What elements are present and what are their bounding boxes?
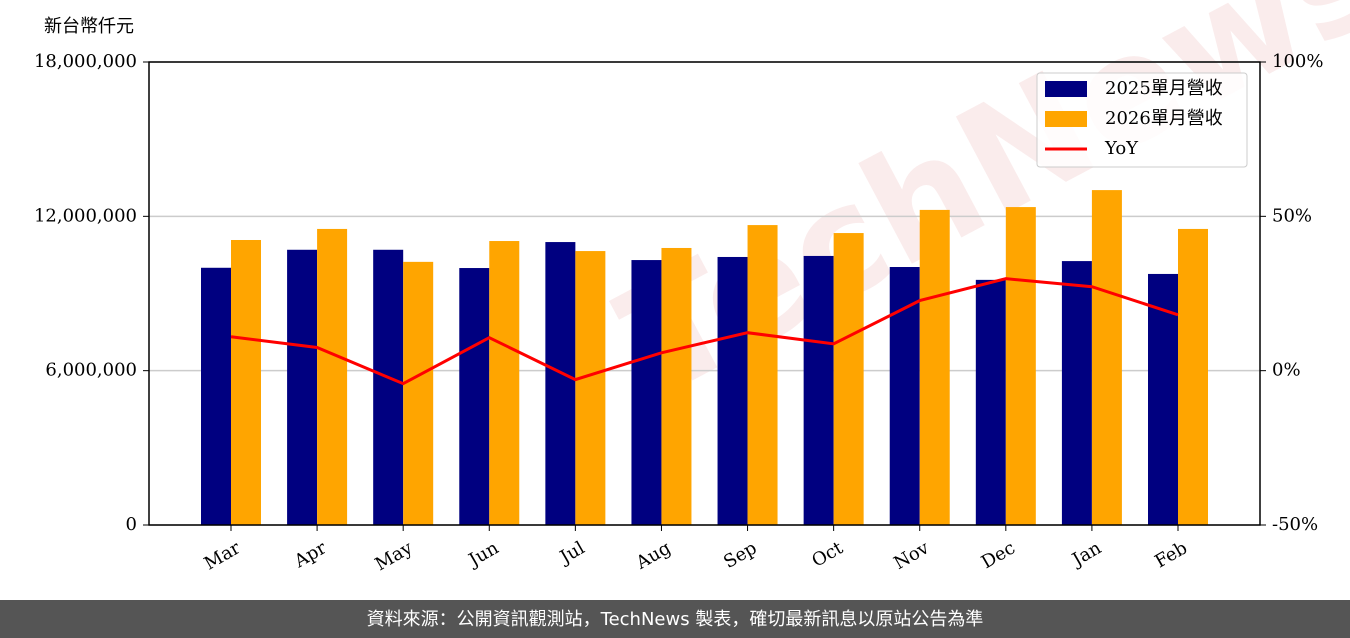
x-tick-label: Jun — [464, 537, 503, 572]
x-tick-label: Apr — [290, 537, 330, 572]
x-tick-label: Jul — [555, 537, 589, 569]
bar — [1148, 273, 1178, 525]
x-tick-label: Feb — [1151, 537, 1191, 572]
x-tick-label: May — [372, 537, 417, 575]
bar — [889, 267, 920, 525]
legend-label: 2025單月營收 — [1105, 78, 1223, 99]
x-tick-label: Mar — [201, 537, 245, 574]
x-tick-label: Oct — [808, 537, 847, 572]
bar — [459, 268, 490, 525]
plot-frame — [148, 61, 1261, 526]
bar — [287, 249, 318, 525]
legend-swatch — [1045, 111, 1087, 127]
y2-tick-label: -50% — [1272, 514, 1318, 535]
legend-box — [1036, 72, 1248, 168]
bar — [1091, 190, 1122, 525]
legend-label: YoY — [1104, 138, 1139, 159]
legend-label: 2026單月營收 — [1105, 108, 1223, 129]
bar — [231, 239, 261, 525]
bar — [545, 242, 576, 526]
line — [230, 277, 1179, 386]
y2-tick-label: 0% — [1272, 360, 1301, 381]
x-tick-label: Jan — [1067, 537, 1105, 571]
y-tick-label: 12,000,000 — [34, 205, 137, 226]
bar — [747, 225, 778, 525]
footer-bar — [0, 600, 1350, 638]
y-tick-label: 6,000,000 — [45, 360, 137, 381]
bar — [201, 267, 231, 525]
bar — [631, 260, 662, 525]
y2-tick-label: 50% — [1272, 205, 1312, 226]
bar — [1061, 261, 1092, 525]
y-axis-label: 新台幣仟元 — [44, 16, 134, 37]
bar — [489, 241, 520, 525]
x-tick-label: Aug — [632, 537, 675, 574]
bar — [1178, 228, 1208, 525]
bar — [403, 261, 434, 525]
bar — [575, 251, 606, 525]
bar — [919, 209, 950, 525]
y-tick-label: 18,000,000 — [34, 51, 137, 72]
x-tick-label: Sep — [720, 537, 760, 572]
legend-swatch — [1045, 81, 1087, 97]
bar — [833, 233, 864, 525]
watermark: TechNews — [595, 0, 1350, 430]
x-tick-label: Dec — [978, 537, 1019, 573]
bar — [717, 256, 748, 525]
x-tick-label: Nov — [890, 537, 933, 574]
bar — [661, 247, 692, 525]
bar — [317, 228, 348, 525]
y-tick-label: 0 — [126, 514, 137, 535]
bar — [1005, 207, 1036, 525]
bar — [975, 279, 1006, 525]
footer: 資料來源：公開資訊觀測站，TechNews 製表，確切最新訊息以原站公告為準 — [367, 609, 984, 630]
y2-tick-label: 100% — [1272, 51, 1323, 72]
bar — [373, 249, 404, 525]
bar — [803, 255, 834, 525]
